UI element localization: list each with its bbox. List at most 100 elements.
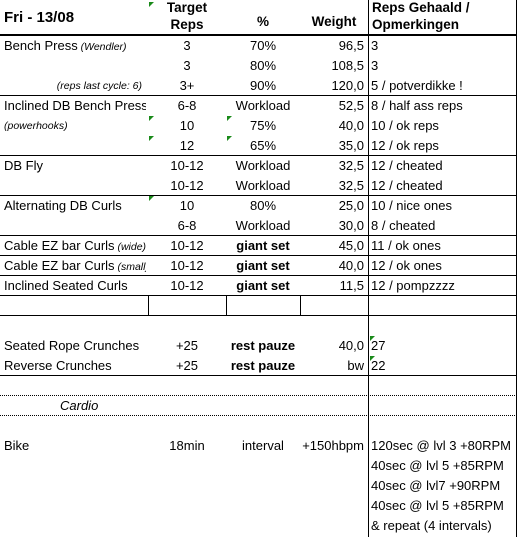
weight-cell[interactable]: +150hbpm [302, 438, 364, 453]
weight-cell[interactable]: 25,0 [338, 198, 364, 213]
target-reps-cell[interactable]: +25 [175, 358, 199, 373]
percent-cell[interactable]: rest pauze [230, 338, 296, 353]
weight-cell[interactable]: 45,0 [338, 238, 364, 253]
result-cell[interactable]: 11 / ok ones [371, 238, 441, 253]
exercise-note: (wide) [114, 241, 146, 253]
percent-cell[interactable]: 80% [249, 198, 277, 213]
result-cell[interactable]: 12 / pompzzzz [371, 278, 455, 293]
exercise-name[interactable]: Bike [4, 438, 30, 453]
exercise-name[interactable]: Bench Press (Wendler) [4, 38, 127, 53]
weight-cell[interactable]: 108,5 [331, 58, 364, 73]
weight-cell[interactable]: 11,5 [339, 278, 364, 293]
result-cell[interactable]: 22 [371, 358, 386, 373]
target-reps-cell[interactable]: 10-12 [170, 178, 204, 193]
comment-marker [149, 116, 154, 121]
weight-cell[interactable]: 52,5 [338, 98, 364, 113]
result-cell[interactable]: & repeat (4 intervals) [371, 518, 492, 533]
target-reps-cell[interactable]: 3 [183, 38, 191, 53]
percent-cell[interactable]: giant set [236, 278, 290, 293]
target-reps-cell[interactable]: 10-12 [170, 278, 204, 293]
percent-header[interactable]: % [256, 14, 269, 29]
result-cell[interactable]: 12 / cheated [371, 158, 443, 173]
exercise-note[interactable]: (powerhooks) [4, 120, 68, 132]
weight-cell[interactable]: 35,0 [338, 138, 364, 153]
target-reps-cell[interactable]: 10-12 [170, 158, 204, 173]
comment-marker [149, 196, 154, 201]
weight-cell[interactable]: 30,0 [338, 218, 364, 233]
percent-cell[interactable]: giant set [236, 258, 290, 273]
weight-header[interactable]: Weight [311, 14, 357, 29]
percent-cell[interactable]: Workload [235, 98, 291, 113]
grid-line [0, 295, 517, 296]
day-header[interactable]: Fri - 13/08 [4, 9, 75, 26]
weight-cell[interactable]: 120,0 [331, 78, 364, 93]
exercise-name[interactable]: Reverse Crunches [4, 358, 112, 373]
exercise-name[interactable]: Seated Rope Crunches [4, 338, 140, 353]
exercise-name[interactable]: Inclined DB Bench Press [4, 98, 146, 113]
target-reps-cell[interactable]: 10-12 [170, 258, 204, 273]
comment-marker [227, 116, 232, 121]
result-cell[interactable]: 8 / cheated [371, 218, 436, 233]
results-column-line [368, 0, 369, 537]
percent-cell[interactable]: 75% [249, 118, 277, 133]
percent-cell[interactable]: 90% [249, 78, 277, 93]
grid-line [0, 155, 517, 156]
exercise-note[interactable]: (reps last cycle: 6) [56, 80, 142, 92]
weight-cell[interactable]: 32,5 [338, 158, 364, 173]
percent-cell[interactable]: Workload [235, 178, 291, 193]
exercise-name[interactable]: Inclined Seated Curls [4, 278, 128, 293]
result-cell[interactable]: 5 / potverdikke ! [371, 78, 463, 93]
dotted-separator [0, 415, 517, 416]
target-reps-cell[interactable]: 12 [179, 138, 195, 153]
percent-cell[interactable]: 70% [249, 38, 277, 53]
results-header[interactable]: Reps Gehaald / [372, 0, 470, 15]
result-cell[interactable]: 3 [371, 38, 379, 53]
percent-cell[interactable]: 65% [249, 138, 277, 153]
percent-cell[interactable]: interval [242, 438, 284, 453]
weight-cell[interactable]: bw [347, 358, 364, 373]
percent-cell[interactable]: 80% [249, 58, 277, 73]
exercise-name[interactable]: Cable EZ bar Curls (wide) [4, 238, 146, 253]
result-cell[interactable]: 12 / ok ones [371, 258, 442, 273]
percent-cell[interactable]: Workload [235, 158, 291, 173]
target-reps-cell[interactable]: 6-8 [177, 98, 197, 113]
exercise-name[interactable]: Cable EZ bar Curls (small) [4, 256, 146, 276]
result-cell[interactable]: 12 / cheated [371, 178, 443, 193]
target-reps-cell[interactable]: +25 [175, 338, 199, 353]
result-cell[interactable]: 10 / nice ones [371, 198, 452, 213]
result-cell[interactable]: 3 [371, 58, 379, 73]
exercise-name[interactable]: DB Fly [4, 158, 43, 173]
target-reps-cell[interactable]: 18min [169, 438, 205, 453]
result-cell[interactable]: 8 / half ass reps [371, 98, 463, 113]
results-header[interactable]: Opmerkingen [372, 17, 460, 32]
target-reps-cell[interactable]: 10-12 [170, 238, 204, 253]
result-cell[interactable]: 120sec @ lvl 3 +80RPM [371, 438, 512, 453]
weight-cell[interactable]: 40,0 [338, 338, 364, 353]
target-reps-cell[interactable]: 6-8 [177, 218, 197, 233]
target-reps-cell[interactable]: 10 [179, 118, 195, 133]
weight-cell[interactable]: 32,5 [338, 178, 364, 193]
target-reps-header[interactable]: Reps [170, 17, 204, 32]
exercise-name[interactable]: Cardio [60, 398, 99, 413]
exercise-note: (Wendler) [77, 41, 127, 53]
weight-cell[interactable]: 40,0 [338, 258, 364, 273]
target-reps-cell[interactable]: 3 [183, 58, 191, 73]
comment-marker [227, 136, 232, 141]
exercise-name[interactable]: Alternating DB Curls [4, 198, 122, 213]
percent-cell[interactable]: giant set [236, 238, 290, 253]
result-cell[interactable]: 27 [371, 338, 386, 353]
target-reps-cell[interactable]: 3+ [179, 78, 195, 93]
target-reps-header[interactable]: Target [166, 0, 208, 15]
target-reps-cell[interactable]: 10 [179, 198, 195, 213]
comment-marker [149, 2, 154, 7]
result-cell[interactable]: 40sec @ lvl 5 +85RPM [371, 458, 504, 473]
percent-cell[interactable]: rest pauze [230, 358, 296, 373]
result-cell[interactable]: 10 / ok reps [371, 118, 439, 133]
percent-cell[interactable]: Workload [235, 218, 291, 233]
result-cell[interactable]: 40sec @ lvl 5 +85RPM [371, 498, 504, 513]
weight-cell[interactable]: 40,0 [338, 118, 364, 133]
result-cell[interactable]: 40sec @ lvl7 +90RPM [371, 478, 501, 493]
result-cell[interactable]: 12 / ok reps [371, 138, 439, 153]
weight-cell[interactable]: 96,5 [338, 38, 364, 53]
